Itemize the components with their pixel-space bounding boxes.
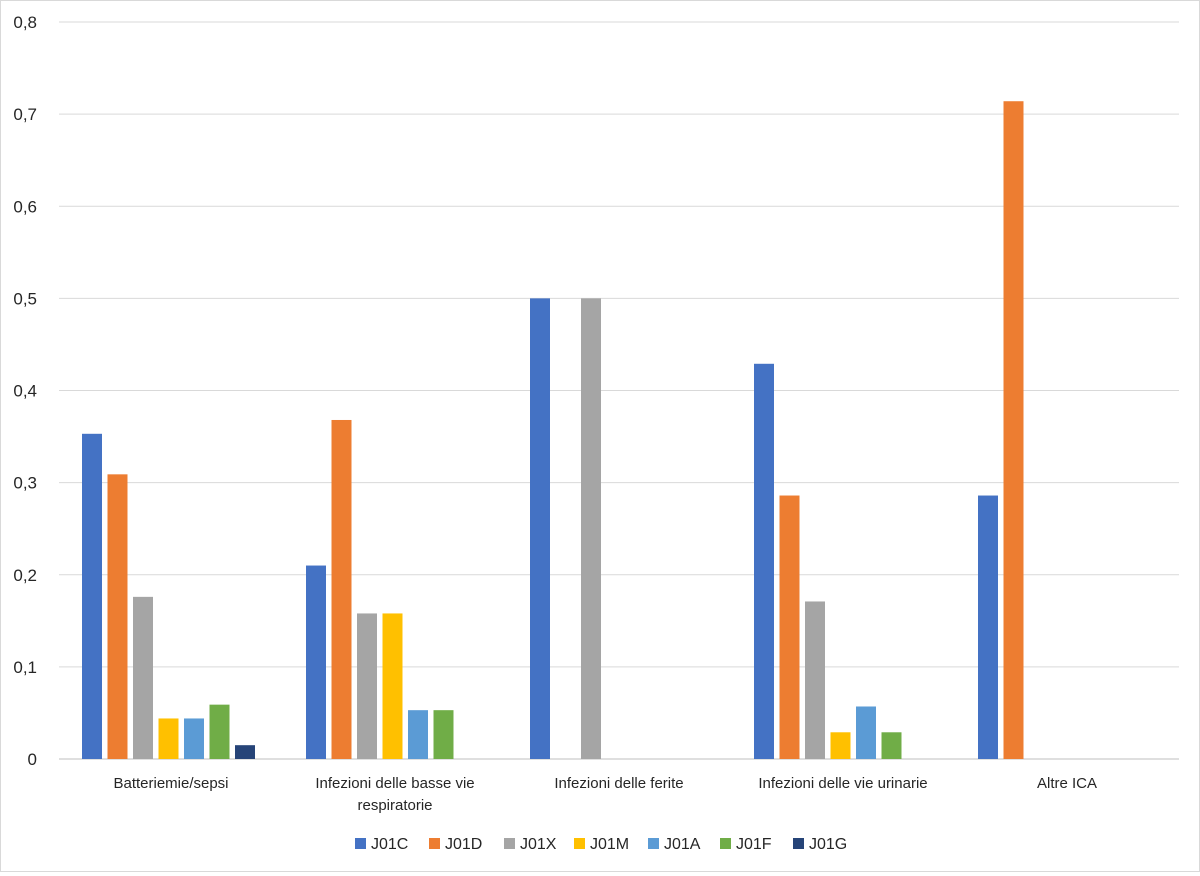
- bar-j01f-3: [881, 732, 902, 759]
- bar-j01c-2: [530, 298, 550, 759]
- legend-swatch-j01a: [648, 838, 659, 849]
- legend-swatch-j01f: [720, 838, 731, 849]
- x-axis-labels: Batteriemie/sepsi Infezioni delle basse v…: [113, 775, 1097, 814]
- bar-j01d-0: [107, 474, 128, 759]
- legend-swatch-j01x: [504, 838, 515, 849]
- bar-j01x-1: [357, 613, 377, 759]
- y-tick-label: 0,3: [13, 474, 37, 493]
- legend-label-j01f: J01F: [736, 836, 772, 853]
- y-tick-label: 0,6: [13, 197, 37, 216]
- legend-label-j01c: J01C: [371, 836, 408, 853]
- bar-j01m-1: [382, 613, 403, 759]
- bars: [82, 101, 1024, 760]
- bar-j01a-1: [408, 710, 428, 759]
- x-category-label: Altre ICA: [1037, 775, 1097, 792]
- bar-j01m-3: [830, 732, 851, 759]
- bar-j01g-0: [235, 745, 255, 759]
- bar-j01f-1: [433, 710, 454, 759]
- bar-j01c-1: [306, 565, 326, 759]
- y-tick-label: 0,5: [13, 289, 37, 308]
- bar-j01d-4: [1003, 101, 1024, 760]
- legend-label-j01g: J01G: [809, 836, 847, 853]
- bar-j01c-3: [754, 363, 774, 759]
- bar-j01f-0: [209, 704, 230, 759]
- legend-label-j01m: J01M: [590, 836, 629, 853]
- y-tick-label: 0,7: [13, 105, 37, 124]
- x-category-label: Infezioni delle ferite: [554, 775, 683, 792]
- x-category-label: Infezioni delle vie urinarie: [758, 775, 927, 792]
- y-tick-label: 0,8: [13, 13, 37, 32]
- y-tick-label: 0: [28, 750, 37, 769]
- legend-swatch-j01d: [429, 838, 440, 849]
- bar-j01m-0: [158, 718, 179, 759]
- legend: J01C J01D J01X J01M J01A J01F J01G: [355, 836, 847, 853]
- bar-j01a-0: [184, 718, 204, 759]
- gridlines: [59, 21, 1179, 760]
- x-category-label: Infezioni delle basse vie: [315, 775, 474, 792]
- legend-swatch-j01m: [574, 838, 585, 849]
- legend-swatch-j01c: [355, 838, 366, 849]
- bar-j01d-3: [779, 495, 800, 759]
- bar-j01c-4: [978, 495, 998, 759]
- y-axis-ticks: 0 0,1 0,2 0,3 0,4 0,5 0,6 0,7 0,8: [13, 13, 37, 769]
- x-category-label: Batteriemie/sepsi: [113, 775, 228, 792]
- legend-swatch-j01g: [793, 838, 804, 849]
- x-category-label: respiratorie: [357, 797, 432, 814]
- legend-label-j01x: J01X: [520, 836, 557, 853]
- bar-j01c-0: [82, 433, 102, 759]
- y-tick-label: 0,4: [13, 382, 37, 401]
- y-tick-label: 0,1: [13, 658, 37, 677]
- bar-j01a-3: [856, 706, 876, 759]
- bar-j01x-0: [133, 596, 153, 759]
- bar-j01x-2: [581, 298, 601, 759]
- legend-label-j01a: J01A: [664, 836, 701, 853]
- y-tick-label: 0,2: [13, 566, 37, 585]
- bar-j01d-1: [331, 419, 352, 759]
- legend-label-j01d: J01D: [445, 836, 482, 853]
- bar-j01x-3: [805, 601, 825, 759]
